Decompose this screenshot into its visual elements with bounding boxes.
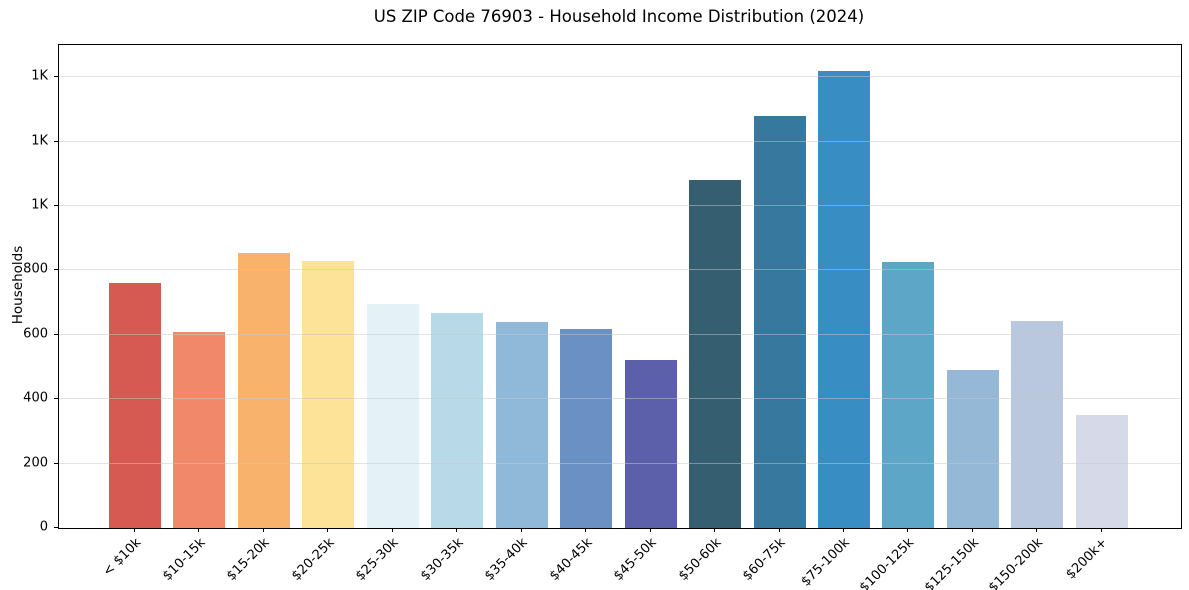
y-tick-mark [54, 462, 58, 464]
gridline [59, 462, 1181, 464]
gridline [59, 205, 1181, 206]
bar [882, 262, 935, 528]
y-tick-mark [54, 269, 58, 271]
y-tick-mark [54, 398, 58, 400]
x-tick-mark [907, 528, 909, 532]
x-tick-slot: < $10k [100, 528, 160, 588]
x-tick-slot: $35-40k [482, 528, 547, 588]
x-tick-label: $60-75k [739, 535, 789, 584]
x-tick-label: $75-100k [798, 535, 853, 590]
x-tick-slot: $200k+ [1064, 528, 1127, 588]
plot-area [58, 44, 1182, 529]
x-tick-slot: $125-150k [922, 528, 998, 590]
x-tick-mark [971, 528, 973, 532]
bar [173, 331, 226, 528]
y-tick-mark [54, 333, 58, 335]
x-tick-label: $30-35k [417, 535, 467, 584]
y-tick-label: 400 [23, 390, 48, 406]
x-tick-mark [649, 528, 651, 532]
x-tick-mark [842, 528, 844, 532]
y-tick-mark [54, 76, 58, 78]
x-tick-mark [456, 528, 458, 532]
y-tick-label: 800 [23, 261, 48, 277]
x-tick-mark [520, 528, 522, 532]
y-tick-label: 1K [31, 68, 48, 84]
x-tick-slot: $50-60k [675, 528, 740, 588]
x-tick-slot: $30-35k [418, 528, 482, 588]
bar [753, 115, 806, 528]
bar [689, 180, 742, 528]
x-tick-slot: $100-125k [857, 528, 933, 590]
x-tick-slot: $45-50k [611, 528, 676, 588]
x-tick-mark [1100, 528, 1102, 532]
y-axis-label: Households [10, 245, 26, 325]
x-tick-slot: $75-100k [799, 528, 869, 590]
bar [1075, 415, 1128, 528]
x-tick-mark [198, 528, 200, 532]
bar [431, 313, 484, 528]
bar [302, 261, 355, 528]
x-tick-label: $50-60k [675, 535, 724, 584]
x-tick-label: $20-25k [288, 535, 338, 584]
y-tick-label: 200 [23, 455, 48, 471]
x-tick-label: $45-50k [611, 535, 660, 584]
x-tick-label: $25-30k [353, 535, 402, 584]
y-tick-mark [54, 527, 58, 528]
x-tick-mark [391, 528, 393, 532]
gridline [59, 398, 1181, 400]
x-tick-mark [585, 528, 587, 532]
bars-container [59, 45, 1181, 528]
y-tick-mark [54, 140, 58, 142]
x-tick-mark [1036, 528, 1038, 532]
y-tick-label: 0 [39, 519, 48, 535]
x-tick-slot: $15-20k [224, 528, 289, 588]
x-tick-slot: $40-45k [547, 528, 611, 588]
gridline [59, 333, 1181, 335]
bar [624, 359, 677, 528]
gridline [59, 269, 1181, 271]
gridline [59, 76, 1181, 78]
y-tick-label: 600 [23, 326, 48, 342]
bar [109, 283, 161, 528]
x-tick-mark [778, 528, 780, 532]
bar [1011, 320, 1064, 528]
x-axis-ticks: < $10k $10-15k $15-20k $20-25k $25-30k $30-35… [58, 528, 1180, 590]
x-tick-label: $40-45k [546, 535, 596, 584]
x-tick-slot: $25-30k [353, 528, 418, 588]
chart-title: US ZIP Code 76903 - Household Income Dis… [373, 7, 865, 26]
x-tick-mark [262, 528, 264, 532]
x-tick-label: $35-40k [482, 535, 531, 584]
x-tick-slot: $150-200k [986, 528, 1062, 590]
bar [817, 70, 870, 528]
gridline [59, 140, 1181, 142]
x-tick-mark [714, 528, 716, 532]
x-tick-label: $200k+ [1063, 535, 1111, 583]
bar [237, 253, 290, 528]
x-tick-mark [134, 528, 135, 532]
bar [495, 321, 548, 528]
x-tick-mark [327, 528, 329, 532]
y-tick-label: 1K [31, 197, 48, 213]
y-tick-mark [54, 205, 58, 206]
bar [946, 369, 999, 528]
x-tick-label: $10-15k [159, 535, 209, 584]
bar [560, 329, 613, 528]
bar [366, 304, 419, 528]
x-tick-label: < $10k [99, 535, 144, 580]
x-tick-slot: $20-25k [289, 528, 353, 588]
x-tick-label: $15-20k [224, 535, 273, 584]
x-tick-slot: $10-15k [160, 528, 224, 588]
x-tick-slot: $60-75k [740, 528, 805, 588]
y-tick-label: 1K [31, 133, 48, 149]
